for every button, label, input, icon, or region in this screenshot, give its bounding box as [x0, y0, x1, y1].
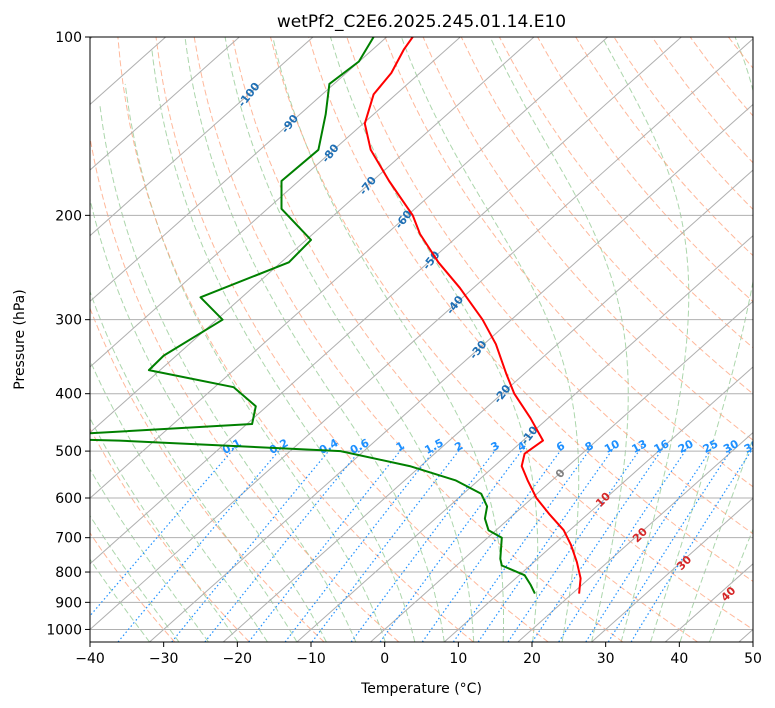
chart-title: wetPf2_C2E6.2025.245.01.14.E10 — [277, 12, 566, 32]
moist-adiabat-line — [184, 37, 445, 642]
isotherm-line — [90, 37, 682, 565]
dry-adiabat-line — [308, 37, 753, 582]
dry-adiabat-line — [498, 37, 753, 349]
moist-adiabat-line — [151, 49, 416, 642]
moist-adiabat-line — [90, 417, 239, 642]
mixing-ratio-line — [117, 445, 284, 642]
x-tick-label: 20 — [523, 651, 541, 667]
mixing-ratio-label: 36 — [742, 437, 762, 456]
dry-adiabat-line — [90, 427, 250, 642]
isotherm-line — [222, 169, 753, 642]
sounding-series — [90, 37, 582, 595]
mixing-ratio-line — [477, 445, 616, 642]
y-tick-label: 600 — [55, 491, 82, 507]
mixing-ratio-line — [531, 445, 665, 642]
isotherm-line — [90, 37, 240, 171]
mixing-ratio-line — [350, 445, 500, 642]
x-tick-label: −40 — [75, 651, 105, 667]
moist-adiabat-line — [224, 37, 475, 642]
y-tick-label: 700 — [55, 531, 82, 547]
y-tick-label: 300 — [55, 313, 82, 329]
x-tick-label: −30 — [149, 651, 179, 667]
moist-adiabat-line — [400, 37, 580, 642]
isotherm-line — [90, 38, 753, 631]
dry-adiabat-line — [117, 37, 474, 642]
moist-adiabat-line — [90, 468, 209, 642]
mixing-ratio-label: 20 — [676, 437, 696, 456]
moist-adiabat-line — [124, 83, 386, 642]
mixing-ratio-label: 13 — [630, 437, 650, 456]
mixing-ratio-label: 25 — [701, 437, 721, 456]
mixing-ratio-line — [607, 445, 735, 642]
mixing-ratio-line — [630, 447, 753, 642]
isotherm-line — [370, 300, 753, 642]
mixing-ratio-line — [311, 445, 464, 642]
moist-adiabat-line — [90, 558, 150, 642]
x-axis-ticks: −40 −30 −20 −10 0 10 20 30 40 50 — [75, 642, 762, 667]
x-tick-label: −10 — [296, 651, 326, 667]
y-tick-label: 900 — [55, 595, 82, 611]
moist-adiabat-line — [489, 37, 629, 642]
x-tick-label: −20 — [223, 651, 253, 667]
dry-adiabat-line — [422, 37, 753, 441]
moist-adiabat-line — [679, 436, 753, 642]
isotherm-line — [90, 37, 314, 237]
mixing-ratio-line — [452, 445, 593, 642]
y-tick-label: 1000 — [46, 622, 82, 638]
moist-adiabat-line — [650, 37, 753, 642]
x-axis-label: Temperature (°C) — [360, 681, 482, 697]
isotherm-line — [591, 497, 753, 642]
temperature-line — [363, 37, 582, 594]
mixing-ratio-line — [558, 445, 690, 642]
y-tick-label: 800 — [55, 565, 82, 581]
moist-adiabat-line — [90, 514, 180, 642]
isotherm-line — [90, 37, 387, 302]
dry-adiabat-line — [155, 37, 549, 642]
dry-adiabat-line — [90, 134, 400, 642]
mixing-ratio-label: 16 — [652, 437, 672, 456]
y-tick-label: 200 — [55, 208, 82, 224]
x-tick-label: 50 — [744, 651, 762, 667]
plot-area: 0.1 0.2 0.4 0.6 1 1.5 2 3 4 6 8 10 13 16 20 25 30 36-100-… — [90, 37, 762, 642]
isotherm-line — [90, 37, 461, 368]
moist-adiabat-line — [330, 37, 539, 642]
isotherm-line — [90, 37, 608, 499]
mixing-ratio-lines — [90, 445, 753, 642]
x-tick-label: 40 — [670, 651, 688, 667]
isotherm-line — [296, 235, 753, 642]
mixing-ratio-label: 10 — [602, 437, 622, 456]
dry-adiabat-line — [460, 37, 753, 395]
dry-adiabat-line — [270, 37, 753, 631]
isotherm-line — [517, 431, 753, 642]
moist-adiabat-line — [99, 104, 357, 642]
x-tick-label: 30 — [597, 651, 615, 667]
isotherm-line — [443, 366, 753, 642]
mixing-ratio-line — [507, 445, 643, 642]
plot-frame — [89, 36, 754, 643]
y-tick-label: 500 — [55, 444, 82, 460]
moist-adiabat-line — [90, 197, 327, 642]
isotherm-line — [149, 103, 753, 642]
mixing-ratio-line — [284, 445, 439, 642]
mixing-ratio-line — [90, 445, 237, 617]
x-tick-label: 0 — [380, 651, 389, 667]
y-axis-label: Pressure (hPa) — [12, 289, 28, 389]
dry-adiabat-line — [90, 532, 176, 642]
y-axis-ticks: 100 200 300 400 500 600 700 800 900 1000 — [46, 30, 90, 638]
y-tick-label: 100 — [55, 30, 82, 46]
moist-adiabat-line — [272, 37, 504, 642]
mixing-ratio-label: 30 — [721, 437, 741, 456]
x-tick-label: 10 — [449, 651, 467, 667]
y-tick-label: 400 — [55, 387, 82, 403]
mixing-ratio-line — [585, 445, 714, 642]
mixing-ratio-line — [248, 445, 405, 642]
dewpoint-line — [90, 37, 536, 595]
isotherm-line — [90, 37, 535, 434]
mixing-ratio-line — [421, 445, 565, 642]
isotherms — [90, 37, 753, 642]
